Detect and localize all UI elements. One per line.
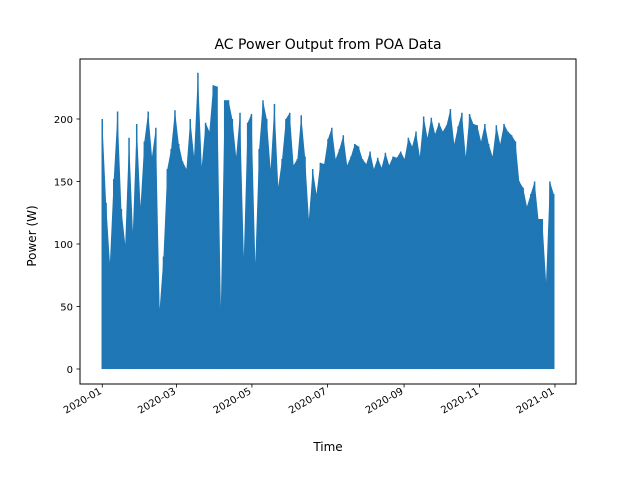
y-tick-label: 100 bbox=[54, 240, 73, 251]
series-area bbox=[101, 72, 555, 369]
x-axis: 2020-01 2020-03 2020-05 2020-07 2020-09 2020-… bbox=[62, 384, 556, 416]
y-axis-label: Power (W) bbox=[25, 205, 39, 266]
x-tick-label: 2020-03 bbox=[136, 386, 178, 416]
axes-frame bbox=[79, 58, 577, 385]
x-tick-label: 2020-11 bbox=[439, 386, 481, 416]
x-axis-label: Time bbox=[312, 440, 342, 454]
y-tick-label: 150 bbox=[54, 178, 73, 189]
y-tick-label: 200 bbox=[54, 115, 73, 126]
series-spikes bbox=[101, 72, 555, 369]
x-tick-label: 2020-07 bbox=[287, 386, 329, 416]
x-tick-label: 2020-01 bbox=[62, 386, 104, 416]
y-tick-label: 50 bbox=[60, 303, 73, 314]
chart-title: AC Power Output from POA Data bbox=[214, 37, 441, 53]
x-tick-label: 2020-05 bbox=[212, 386, 254, 416]
y-tick-label: 0 bbox=[67, 365, 73, 376]
x-tick-label: 2020-09 bbox=[364, 386, 406, 416]
y-axis: 0 50 100 150 200 bbox=[54, 115, 80, 376]
x-tick-label: 2021-01 bbox=[515, 386, 557, 416]
